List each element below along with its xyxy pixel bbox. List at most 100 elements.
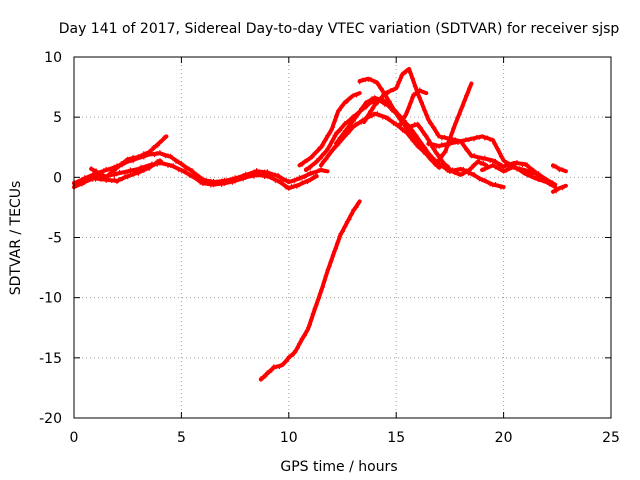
data-point xyxy=(425,113,430,118)
data-point xyxy=(144,151,149,156)
data-point xyxy=(493,182,498,186)
data-point xyxy=(437,144,442,149)
data-point xyxy=(550,182,555,187)
data-point xyxy=(457,112,462,117)
data-point xyxy=(428,153,433,158)
data-point xyxy=(319,156,323,161)
y-tick-label: -10 xyxy=(39,291,62,307)
data-point xyxy=(474,174,479,179)
data-point xyxy=(455,170,460,175)
data-point xyxy=(90,172,95,177)
data-point xyxy=(112,173,117,178)
data-point xyxy=(475,159,480,164)
y-tick-label: 5 xyxy=(53,110,62,126)
data-point xyxy=(560,167,565,172)
data-point xyxy=(160,139,165,143)
data-point xyxy=(314,150,319,155)
data-point xyxy=(500,155,505,160)
data-point xyxy=(434,129,439,134)
data-point xyxy=(471,162,476,167)
data-point xyxy=(260,173,264,178)
data-point xyxy=(485,180,490,185)
data-point xyxy=(133,170,138,175)
data-point xyxy=(294,184,299,189)
data-point xyxy=(466,138,471,142)
data-point xyxy=(316,146,321,151)
data-point xyxy=(254,173,259,178)
data-point xyxy=(473,161,478,166)
data-point xyxy=(192,171,197,175)
data-series xyxy=(398,87,429,127)
data-point xyxy=(157,139,162,144)
data-point xyxy=(243,175,248,180)
data-point xyxy=(410,76,415,81)
data-point xyxy=(278,179,283,184)
data-point xyxy=(195,177,200,182)
data-point xyxy=(369,96,374,101)
series-line xyxy=(258,199,362,382)
data-point xyxy=(490,138,495,142)
data-point xyxy=(280,361,285,366)
data-point xyxy=(517,166,522,171)
data-point xyxy=(288,353,293,358)
x-tick-label: 0 xyxy=(70,430,79,446)
data-point xyxy=(125,169,130,174)
data-point xyxy=(305,180,310,185)
data-point xyxy=(314,302,319,307)
grid-layer xyxy=(74,57,611,418)
data-point xyxy=(176,159,181,164)
data-point xyxy=(410,95,415,100)
data-point xyxy=(308,165,313,170)
data-point xyxy=(157,150,162,155)
data-point xyxy=(501,165,506,170)
data-point xyxy=(340,229,345,234)
data-point xyxy=(136,171,141,176)
data-point xyxy=(257,172,262,176)
data-point xyxy=(281,182,286,187)
data-point xyxy=(472,172,477,176)
data-point xyxy=(329,257,334,262)
data-point xyxy=(328,151,332,156)
data-series xyxy=(89,134,169,180)
data-point xyxy=(525,162,530,167)
data-point xyxy=(357,111,362,115)
data-point xyxy=(501,158,506,163)
data-point xyxy=(490,162,495,167)
data-point xyxy=(415,91,420,96)
data-point xyxy=(251,169,256,174)
data-point xyxy=(179,160,184,165)
data-point xyxy=(101,168,106,173)
data-point xyxy=(472,137,477,142)
data-point xyxy=(112,168,117,173)
data-point xyxy=(206,182,211,186)
data-point xyxy=(141,168,146,173)
data-point xyxy=(420,129,425,134)
data-point xyxy=(488,164,493,169)
data-point xyxy=(366,113,371,118)
data-point xyxy=(441,160,446,165)
data-point xyxy=(387,99,392,104)
data-point xyxy=(198,180,203,185)
data-point xyxy=(298,340,303,345)
data-point xyxy=(347,217,352,222)
data-point xyxy=(196,173,201,178)
data-point xyxy=(261,375,265,380)
data-point xyxy=(155,159,160,164)
data-point xyxy=(267,369,272,374)
data-point xyxy=(344,100,349,105)
data-point xyxy=(469,166,474,171)
data-point xyxy=(403,113,408,118)
data-point xyxy=(311,174,316,179)
data-point xyxy=(467,151,472,156)
data-point xyxy=(284,359,289,364)
data-point xyxy=(233,179,238,184)
data-point xyxy=(498,167,503,172)
data-point xyxy=(477,135,482,140)
data-point xyxy=(496,147,501,152)
data-point xyxy=(536,178,541,182)
data-point xyxy=(115,172,119,177)
data-point xyxy=(131,172,136,177)
data-point xyxy=(300,162,305,167)
data-point xyxy=(462,98,467,103)
data-point xyxy=(411,80,416,85)
